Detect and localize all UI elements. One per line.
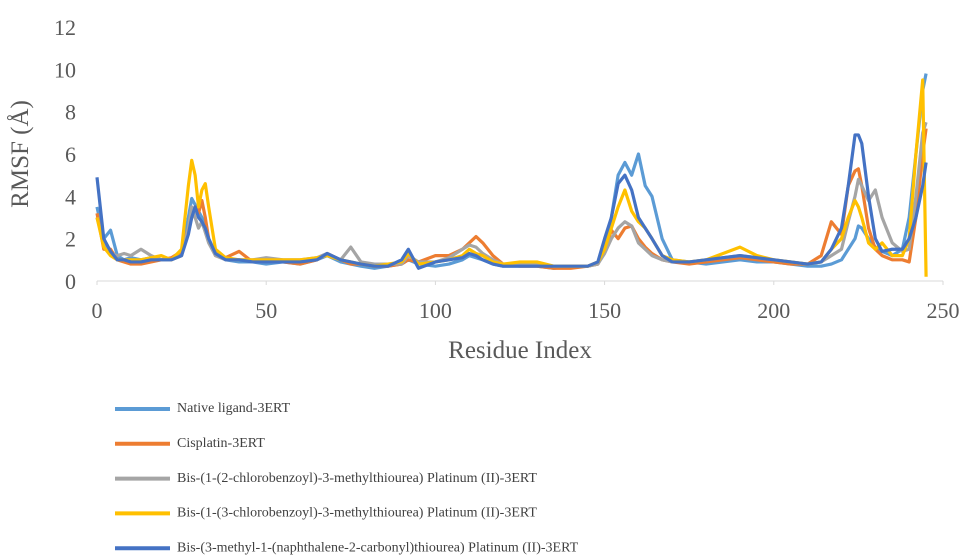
- series-line: [95, 128, 928, 270]
- series-line: [95, 133, 928, 270]
- x-tick-label: 250: [927, 298, 960, 323]
- legend-label: Cisplatin-3ERT: [177, 436, 265, 451]
- y-axis-title: RMSF (Å): [7, 100, 34, 208]
- x-tick-label: 100: [419, 298, 452, 323]
- x-tick-label: 200: [757, 298, 790, 323]
- y-tick-label: 8: [65, 100, 76, 125]
- y-tick-label: 4: [65, 184, 76, 209]
- y-tick-label: 2: [65, 227, 76, 252]
- y-tick-label: 10: [54, 57, 76, 82]
- y-tick-label: 12: [54, 15, 76, 40]
- x-tick-label: 150: [588, 298, 621, 323]
- legend-label: Bis-(1-(3-chlorobenzoyl)-3-methylthioure…: [177, 506, 537, 521]
- legend-label: Native ligand-3ERT: [177, 401, 291, 416]
- series-line: [95, 78, 928, 277]
- x-tick-label: 0: [92, 298, 103, 323]
- series-line: [95, 121, 928, 268]
- x-axis-title: Residue Index: [448, 337, 592, 364]
- x-tick-label: 50: [255, 298, 277, 323]
- legend-label: Bis-(3-methyl-1-(naphthalene-2-carbonyl)…: [177, 540, 579, 555]
- y-tick-label: 6: [65, 142, 76, 167]
- series-line: [95, 73, 928, 270]
- legend-label: Bis-(1-(2-chlorobenzoyl)-3-methylthioure…: [177, 471, 537, 486]
- y-tick-label: 0: [65, 269, 76, 294]
